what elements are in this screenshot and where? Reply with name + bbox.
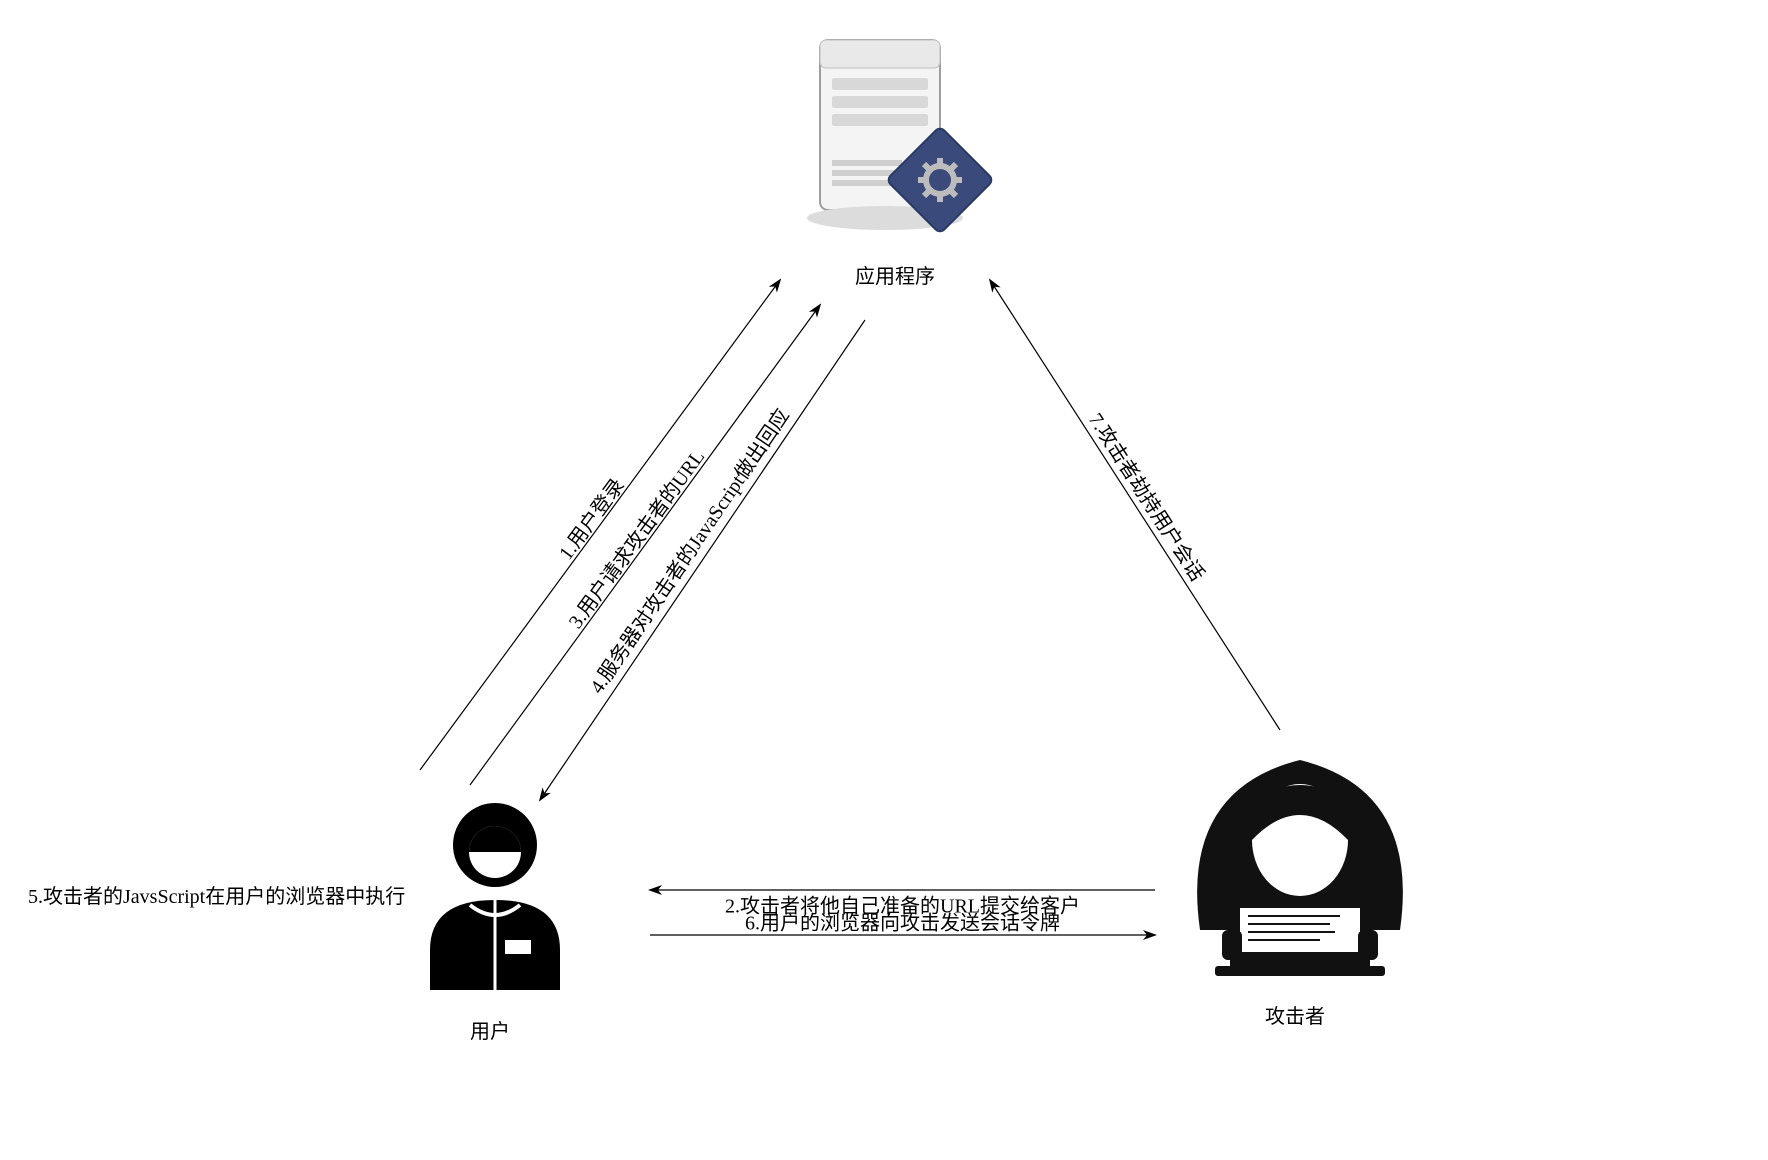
attacker-label: 攻击者 [1265, 1000, 1325, 1029]
server-label: 应用程序 [855, 260, 935, 289]
user-icon [410, 790, 580, 1000]
user-label: 用户 [470, 1015, 510, 1044]
edge-label-step5: 5.攻击者的JavsScript在用户的浏览器中执行 [28, 880, 405, 909]
edge-label-e6: 6.用户的浏览器向攻击发送会话令牌 [745, 907, 1060, 936]
attacker-icon [1160, 730, 1440, 980]
edge-e4 [540, 320, 865, 800]
edge-label-e7: 7.攻击者劫持用户会话 [1083, 407, 1213, 587]
edge-e7 [990, 280, 1280, 730]
server-icon [790, 20, 1000, 250]
